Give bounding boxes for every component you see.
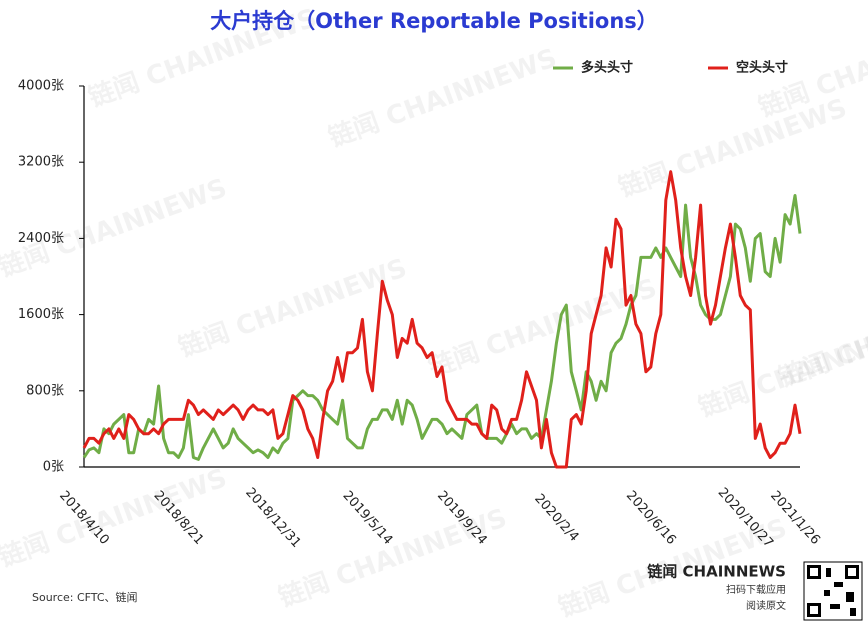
source: Source: CFTC、链闻	[32, 590, 138, 604]
watermark: 链闻 CHAINNEWS	[0, 462, 231, 573]
footer-text: 阅读原文	[746, 599, 786, 612]
watermark: 链闻 CHAINNEWS	[774, 282, 868, 393]
y-tick-label: 1600张	[18, 307, 64, 322]
y-tick-label: 800张	[26, 383, 64, 398]
y-tick-label: 4000张	[18, 79, 64, 94]
y-tick-label: 2400张	[18, 231, 64, 246]
chart-title: 大户持仓（Other Reportable Positions）	[210, 9, 658, 33]
legend-label: 空头头寸	[736, 60, 788, 76]
series-line	[82, 170, 802, 469]
watermark: 链闻 CHAINNEWS	[324, 42, 560, 153]
series-line	[82, 194, 802, 461]
x-tick-label: 2020/6/16	[623, 488, 679, 548]
y-tick-label: 3200张	[18, 155, 64, 170]
watermark: 链闻 CHAINNEWS	[274, 502, 510, 613]
legend-label: 多头头寸	[581, 60, 633, 76]
x-tick-label: 2018/12/31	[242, 485, 303, 551]
x-tick-label: 2019/5/14	[340, 488, 396, 548]
watermark: 链闻 CHAINNEWS	[614, 92, 850, 203]
x-tick-label: 2020/2/4	[531, 491, 581, 544]
footer-text: 扫码下载应用	[726, 583, 786, 596]
watermark: 链闻 CHAINNEWS	[0, 172, 231, 283]
y-tick-label: 0张	[43, 460, 64, 475]
brand: 链闻 CHAINNEWS	[647, 563, 786, 581]
qr-code	[803, 561, 863, 621]
